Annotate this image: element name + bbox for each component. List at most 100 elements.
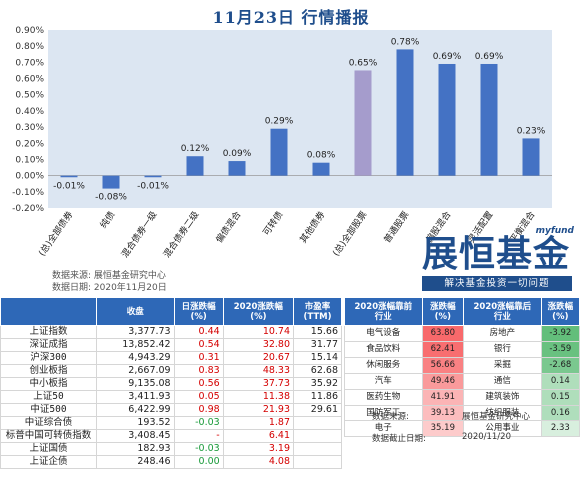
industry-row: 电气设备 63.80 房地产 -3.92 <box>344 325 581 342</box>
y-tick-label: -0.10% <box>12 188 44 198</box>
index-ytd-change: 4.08 <box>222 455 295 469</box>
bottom-industry-change: 0.14 <box>540 372 581 390</box>
y-tick-label: 0.80% <box>15 42 44 52</box>
index-name: 上证国债 <box>0 442 97 456</box>
bottom-industry: 建筑装饰 <box>463 388 542 406</box>
y-tick-label: 0.30% <box>15 123 44 133</box>
index-ytd-change: 20.67 <box>222 351 295 365</box>
y-tick-label: 0.50% <box>15 91 44 101</box>
index-row: 中证综合债 193.52 -0.03 1.87 <box>0 416 342 430</box>
index-pe <box>293 442 342 456</box>
index-ytd-change: 3.19 <box>222 442 295 456</box>
top-industry-change: 35.19 <box>421 420 465 438</box>
index-table: 收盘 日涨跌幅 (%) 2020涨跌幅 (%) 市盈率 (TTM) 上证指数 3,377.73… <box>0 297 342 469</box>
index-name: 中证综合债 <box>0 416 97 430</box>
index-pe: 62.68 <box>293 364 342 378</box>
bar <box>522 138 540 176</box>
top-industry-change: 62.41 <box>421 340 465 358</box>
industry-table: 2020涨幅靠前 行业 涨跌幅 (%) 2020涨幅靠后 行业 涨跌幅 (%) 电气设备 63.… <box>344 297 581 438</box>
industry-row: 医药生物 41.91 建筑装饰 0.15 <box>344 388 581 406</box>
data-label: 0.08% <box>307 151 336 161</box>
top-industry-change: 56.66 <box>421 356 465 374</box>
index-ytd-change: 37.73 <box>222 377 295 391</box>
index-pe <box>293 455 342 469</box>
index-col-header: 收盘 <box>96 297 175 326</box>
index-day-change: 0.54 <box>173 338 224 352</box>
index-name: 中证500 <box>0 403 97 417</box>
bottom-industry-change: -2.68 <box>540 356 581 374</box>
index-day-change: -0.03 <box>173 416 224 430</box>
index-ytd-change: 1.87 <box>222 416 295 430</box>
bottom-industry: 银行 <box>463 340 542 358</box>
index-col-header: 日涨跌幅 (%) <box>173 297 224 326</box>
index-day-change: 0.31 <box>173 351 224 365</box>
bar <box>228 161 246 176</box>
top-industry: 汽车 <box>344 372 423 390</box>
index-ytd-change: 48.33 <box>222 364 295 378</box>
bar <box>354 70 372 176</box>
data-label: 0.23% <box>517 126 546 136</box>
plot-area <box>48 30 552 208</box>
top-industry: 医药生物 <box>344 388 423 406</box>
index-ytd-change: 10.74 <box>222 325 295 339</box>
x-tick-label: 可转债 <box>260 209 285 238</box>
index-col-header: 2020涨跌幅 (%) <box>222 297 295 326</box>
bottom-industry: 采掘 <box>463 356 542 374</box>
bar <box>438 63 456 176</box>
report-title: 11月23日 行情播报 <box>212 8 370 27</box>
bar <box>102 175 120 189</box>
index-day-change: 0.05 <box>173 390 224 404</box>
index-close: 193.52 <box>96 416 175 430</box>
industry-row: 电子 35.19 公用事业 2.33 <box>344 420 581 438</box>
y-tick-label: 0.40% <box>15 107 44 117</box>
industry-col-header: 2020涨幅靠前 行业 <box>344 297 423 326</box>
index-name: 沪深300 <box>0 351 97 365</box>
index-pe: 29.61 <box>293 403 342 417</box>
index-close: 9,135.08 <box>96 377 175 391</box>
index-pe: 11.86 <box>293 390 342 404</box>
chart-date: 数据日期: 2020年11月20日 <box>52 283 167 293</box>
index-pe: 15.14 <box>293 351 342 365</box>
data-label: -0.01% <box>53 181 85 191</box>
index-ytd-change: 21.93 <box>222 403 295 417</box>
index-name: 上证指数 <box>0 325 97 339</box>
industry-row: 休闲服务 56.66 采掘 -2.68 <box>344 356 581 374</box>
index-col-header <box>0 297 97 326</box>
x-tick-label: 混合债券一级 <box>119 209 160 260</box>
index-close: 13,852.42 <box>96 338 175 352</box>
y-tick-label: 0.00% <box>15 172 44 182</box>
index-day-change: 0.83 <box>173 364 224 378</box>
industry-col-header: 涨跌幅 (%) <box>421 297 465 326</box>
data-label: 0.78% <box>391 37 420 47</box>
index-close: 2,667.09 <box>96 364 175 378</box>
bar <box>396 49 414 176</box>
top-industry-change: 41.91 <box>421 388 465 406</box>
company-logo: myfund 展恒基金 解决基金投资一切问题 <box>418 226 578 292</box>
top-industry: 休闲服务 <box>344 356 423 374</box>
index-close: 3,408.45 <box>96 429 175 443</box>
index-row: 沪深300 4,943.29 0.31 20.67 15.14 <box>0 351 342 365</box>
bottom-industry: 通信 <box>463 372 542 390</box>
x-tick-label: (总)全部债券 <box>36 209 76 259</box>
data-label: 0.65% <box>349 58 378 68</box>
index-pe: 15.66 <box>293 325 342 339</box>
y-tick-label: 0.60% <box>15 75 44 85</box>
index-row: 创业板指 2,667.09 0.83 48.33 62.68 <box>0 364 342 378</box>
index-close: 3,377.73 <box>96 325 175 339</box>
index-col-header: 市盈率 (TTM) <box>293 297 342 326</box>
index-row: 中证500 6,422.99 0.98 21.93 29.61 <box>0 403 342 417</box>
y-tick-label: 0.90% <box>15 26 44 36</box>
index-close: 6,422.99 <box>96 403 175 417</box>
index-row: 标普中国可转债指数 3,408.45-6.41 <box>0 429 342 443</box>
top-industry: 电气设备 <box>344 325 423 342</box>
x-tick-label: 纯债 <box>97 209 117 231</box>
x-tick-label: 其他债券 <box>297 209 327 245</box>
industry-row: 食品饮料 62.41 银行 -3.59 <box>344 340 581 358</box>
top-industry-change: 49.46 <box>421 372 465 390</box>
index-ytd-change: 6.41 <box>222 429 295 443</box>
data-label: 0.69% <box>475 52 504 62</box>
index-row: 上证指数 3,377.73 0.44 10.74 15.66 <box>0 325 342 339</box>
index-pe: 35.92 <box>293 377 342 391</box>
index-day-change: -0.03 <box>173 442 224 456</box>
